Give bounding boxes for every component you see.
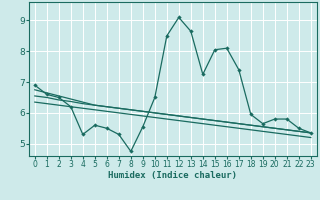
X-axis label: Humidex (Indice chaleur): Humidex (Indice chaleur) — [108, 171, 237, 180]
